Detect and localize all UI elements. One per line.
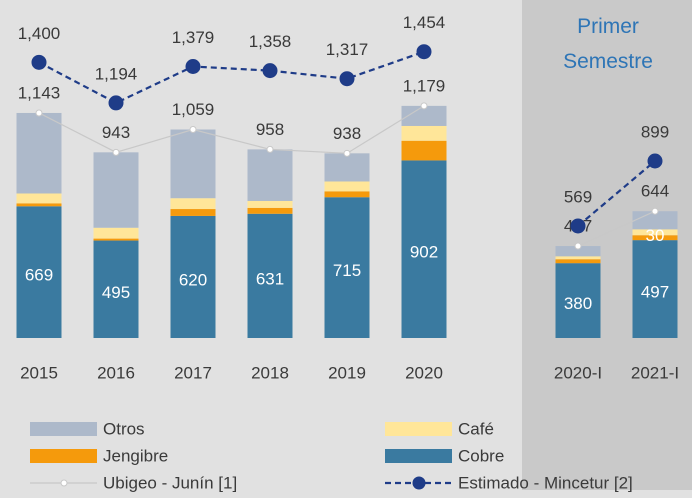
line-marker <box>416 44 432 60</box>
data-label: 899 <box>641 122 669 141</box>
bar-segment <box>324 181 370 192</box>
bar-segment <box>324 153 370 182</box>
data-label: 938 <box>333 124 361 143</box>
line-marker <box>262 63 278 79</box>
line-marker <box>31 54 47 70</box>
bar-segment <box>247 149 293 201</box>
x-tick-label: 2020 <box>405 363 443 382</box>
bar-segment <box>170 215 216 338</box>
line-marker <box>420 102 428 110</box>
bar-segment <box>93 227 139 239</box>
bar-segment <box>401 160 447 338</box>
data-label: 569 <box>564 187 592 206</box>
data-label: 1,194 <box>95 64 138 83</box>
data-label: 495 <box>102 283 130 302</box>
x-tick-label: 2020-I <box>554 363 602 382</box>
x-tick-label: 2015 <box>20 363 58 382</box>
bar-segment <box>555 256 601 260</box>
line-marker <box>570 218 586 234</box>
bar-segment <box>401 125 447 141</box>
legend-label: Café <box>458 419 494 438</box>
data-label: 943 <box>102 123 130 142</box>
bar-segment <box>324 191 370 198</box>
x-tick-label: 2021-I <box>631 363 679 382</box>
legend-marker <box>60 479 68 487</box>
data-label: 30 <box>646 226 665 245</box>
legend-label: Cobre <box>458 446 504 465</box>
line-marker <box>647 153 663 169</box>
bar-segment <box>16 193 62 204</box>
bar-segment <box>247 207 293 214</box>
legend-marker <box>412 476 426 490</box>
bar-segment <box>247 200 293 208</box>
bar-segment <box>170 198 216 210</box>
data-label: 644 <box>641 182 669 201</box>
data-label: 902 <box>410 243 438 262</box>
bar-segment <box>93 240 139 338</box>
bar-segment <box>555 263 601 338</box>
bar-segment <box>16 112 62 194</box>
bar-segment <box>16 203 62 207</box>
x-tick-label: 2016 <box>97 363 135 382</box>
line <box>38 50 656 227</box>
line-marker <box>108 95 124 111</box>
data-label: 1,059 <box>172 100 215 119</box>
legend-swatch <box>30 422 97 436</box>
bar-segment <box>401 105 447 126</box>
bar-segment <box>555 246 601 257</box>
bar-segment <box>16 206 62 338</box>
bar-segment <box>632 240 678 338</box>
bar-segment <box>247 213 293 338</box>
data-label: 1,358 <box>249 32 292 51</box>
data-label: 1,179 <box>403 76 446 95</box>
data-label: 958 <box>256 120 284 139</box>
line-marker <box>189 126 197 134</box>
bar-segment <box>632 235 678 241</box>
line-marker <box>339 71 355 87</box>
legend-swatch <box>30 449 97 463</box>
data-label: 1,400 <box>18 24 61 43</box>
bar-segment <box>401 140 447 161</box>
data-label: 1,317 <box>326 40 369 59</box>
x-tick-label: 2018 <box>251 363 289 382</box>
line <box>38 105 656 247</box>
line-marker <box>343 149 351 157</box>
line-marker <box>266 145 274 153</box>
legend-label: Jengibre <box>103 446 168 465</box>
data-label: 631 <box>256 269 284 288</box>
line-marker <box>35 109 43 117</box>
data-label: 1,143 <box>18 83 61 102</box>
x-tick-label: 2019 <box>328 363 366 382</box>
bar-segment <box>93 238 139 241</box>
data-label: 1,454 <box>403 13 446 32</box>
bar-segment <box>93 152 139 228</box>
legend-label: Estimado - Mincetur [2] <box>458 473 633 492</box>
bar-segment <box>170 209 216 216</box>
data-label: 497 <box>641 283 669 302</box>
line-marker <box>185 58 201 74</box>
data-label: 620 <box>179 270 207 289</box>
legend-swatch <box>385 422 452 436</box>
data-label: 380 <box>564 294 592 313</box>
legend-label: Otros <box>103 419 145 438</box>
annotation: Primer Semestre <box>563 15 653 73</box>
x-tick-label: 2017 <box>174 363 212 382</box>
line-marker <box>651 207 659 215</box>
data-label: 715 <box>333 261 361 280</box>
bar-segment <box>555 259 601 264</box>
bar-segment <box>170 129 216 199</box>
data-label: 669 <box>25 266 53 285</box>
legend-swatch <box>385 449 452 463</box>
bar-segment <box>324 197 370 338</box>
legend-label: Ubigeo - Junín [1] <box>103 473 237 492</box>
bar-segment <box>632 229 678 236</box>
data-label: 1,379 <box>172 28 215 47</box>
line-marker <box>574 242 582 250</box>
line-marker <box>112 148 120 156</box>
